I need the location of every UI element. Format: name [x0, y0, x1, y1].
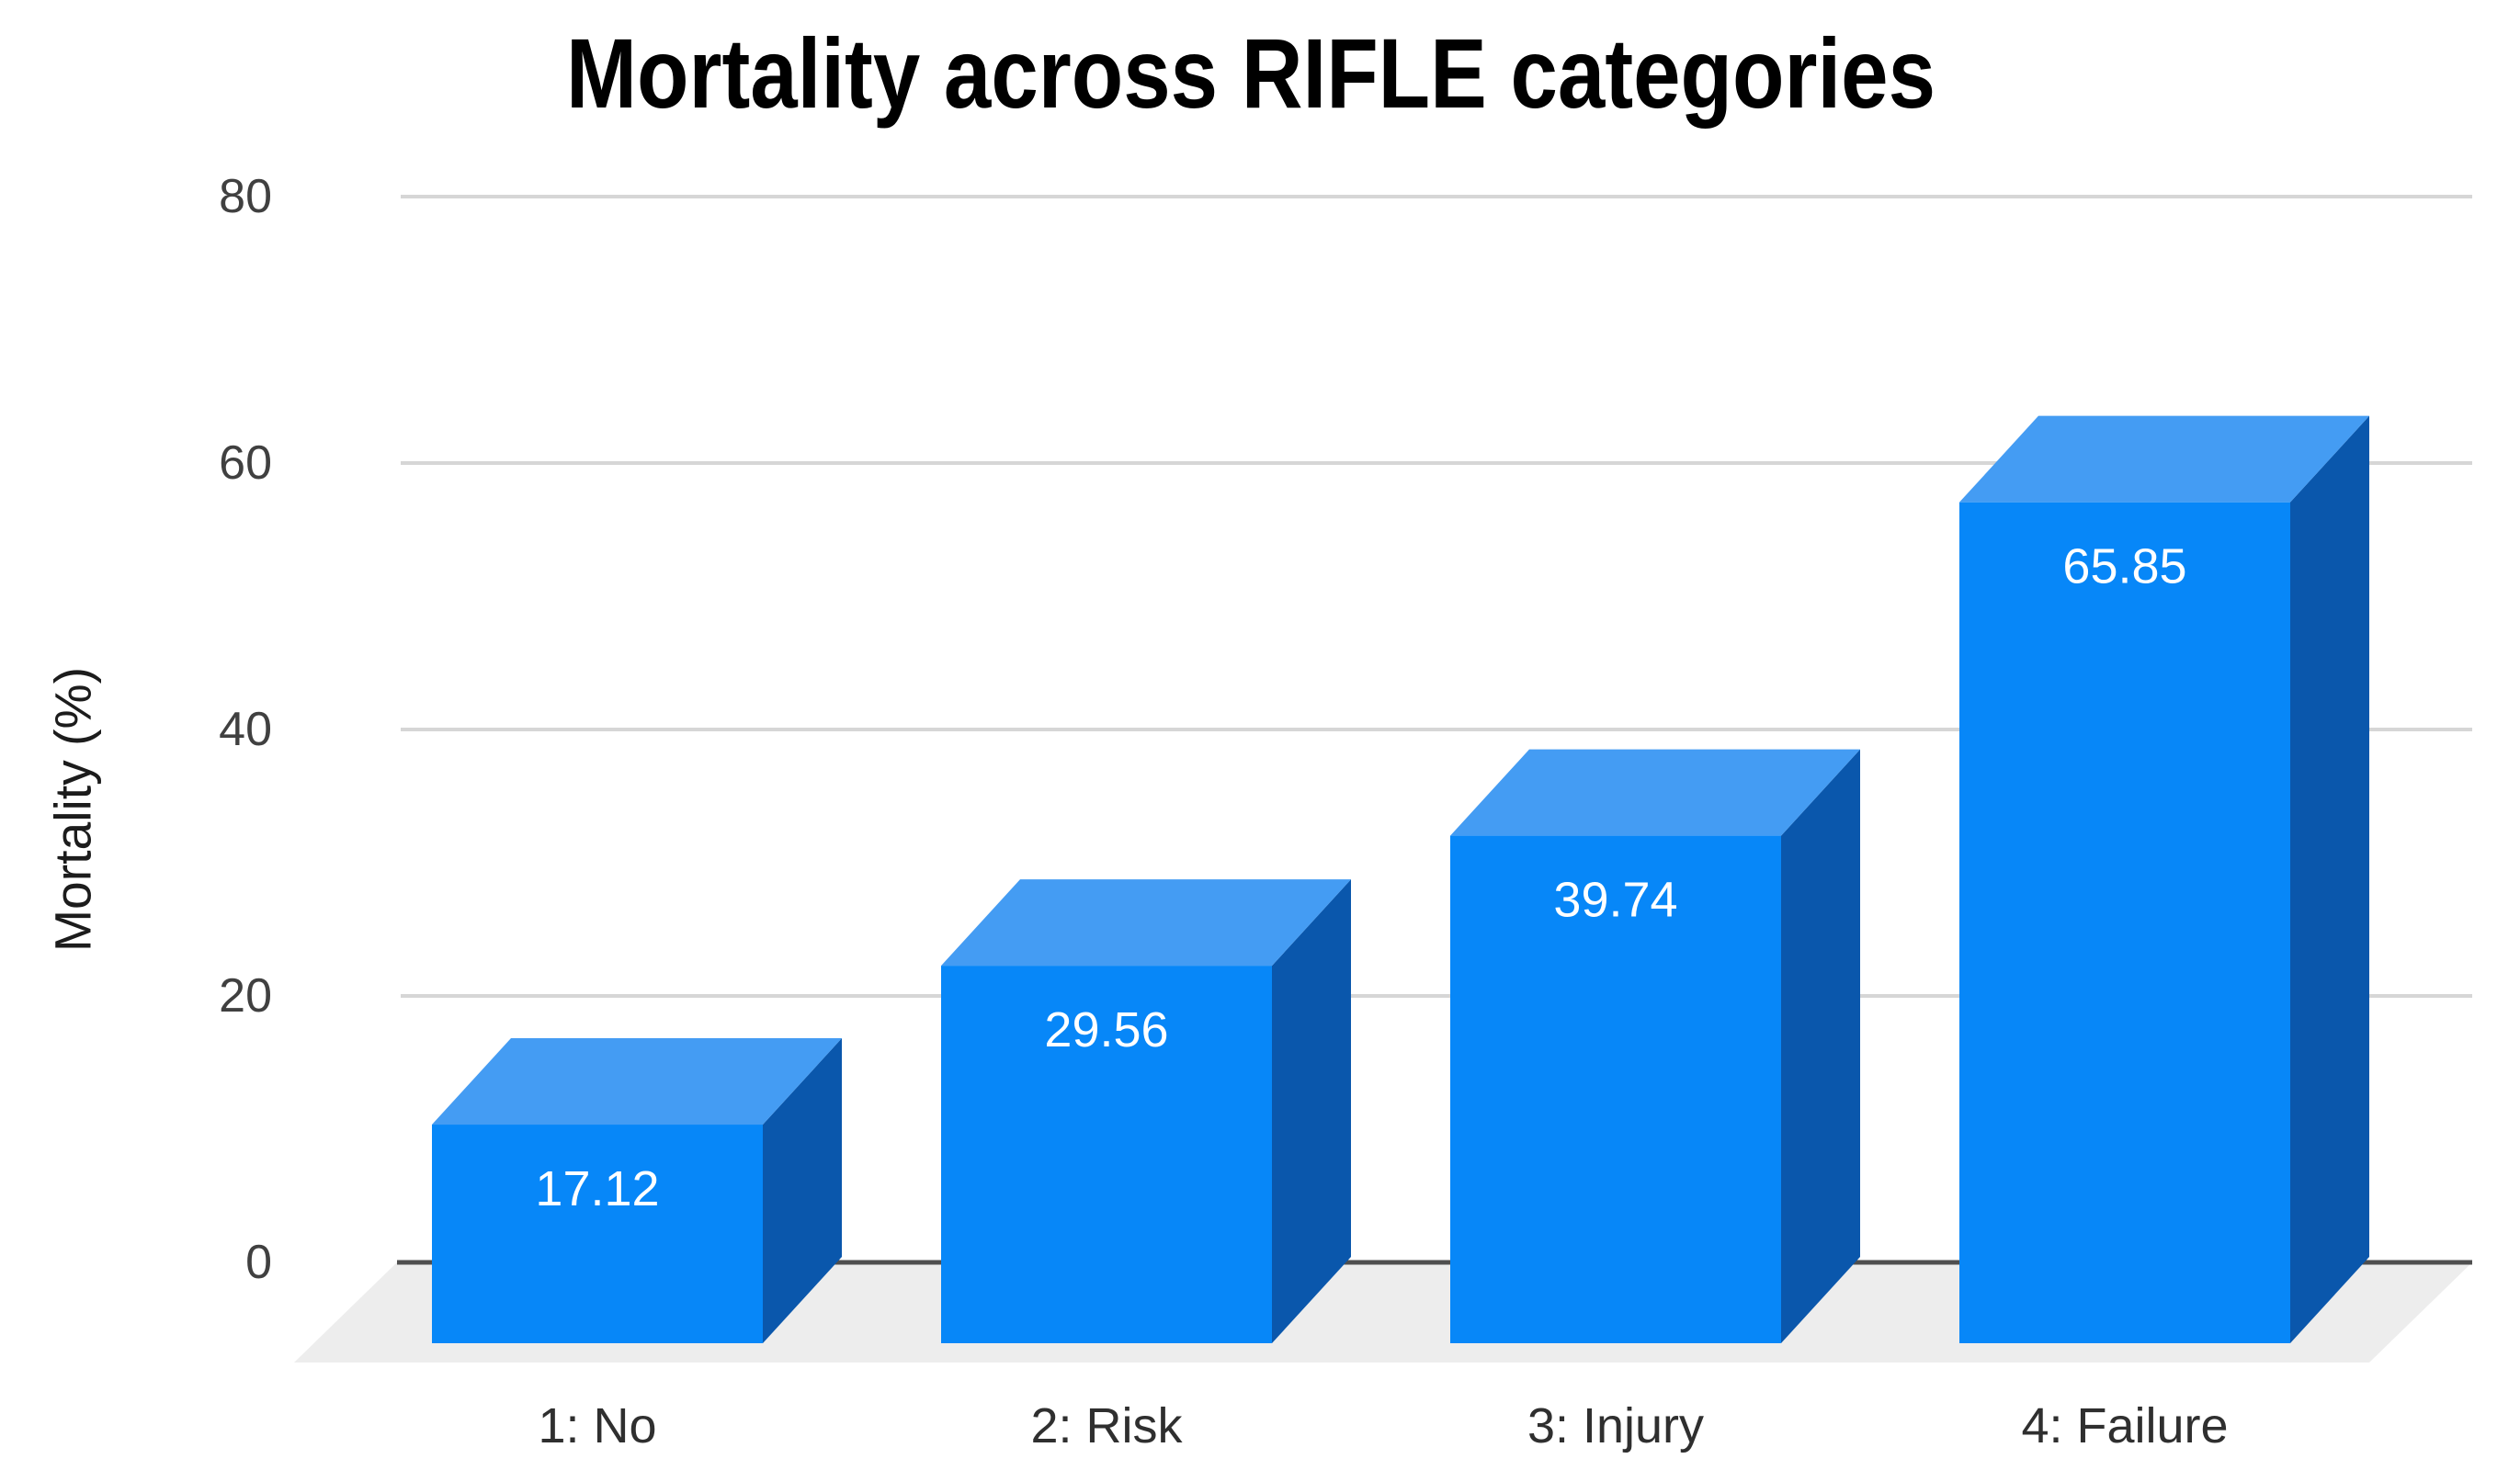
chart-floor	[294, 1262, 2472, 1363]
plot-layer: 0 20 40 60 80 17.12 1: No 29.56 2: Risk 39.74 3: I…	[219, 170, 2472, 1453]
bar-side-face	[1272, 879, 1351, 1343]
bar-top-face	[432, 1038, 842, 1125]
x-category-label-3-injury: 3: Injury	[1527, 1398, 1704, 1453]
chart-title: Mortality across RIFLE categories	[566, 17, 1935, 129]
y-tick-label-40: 40	[219, 703, 272, 756]
bar-front-face	[1959, 502, 2290, 1343]
x-category-label-1-no: 1: No	[538, 1398, 656, 1453]
bar-value-label: 29.56	[1044, 1002, 1168, 1057]
bar-column-3-injury[interactable]: 39.74	[1450, 749, 1860, 1343]
bar-column-1-no[interactable]: 17.12	[432, 1038, 842, 1343]
y-tick-label-60: 60	[219, 436, 272, 490]
bar-top-face	[1959, 415, 2369, 503]
y-tick-label-0: 0	[245, 1236, 272, 1289]
bar-top-face	[941, 879, 1351, 967]
x-category-label-4-failure: 4: Failure	[2021, 1398, 2228, 1453]
bar-value-label: 65.85	[2062, 539, 2186, 594]
bar-side-face	[1781, 749, 1860, 1343]
bar-column-4-failure[interactable]: 65.85	[1959, 415, 2369, 1343]
bar-value-label: 17.12	[535, 1161, 659, 1216]
bar-side-face	[763, 1038, 842, 1343]
bar-front-face	[1450, 835, 1781, 1343]
bar-front-face	[432, 1125, 763, 1343]
bar-value-label: 39.74	[1553, 873, 1677, 928]
bar-side-face	[2290, 415, 2369, 1343]
y-tick-label-80: 80	[219, 170, 272, 223]
x-category-label-2-risk: 2: Risk	[1030, 1398, 1183, 1453]
bar-front-face	[941, 966, 1272, 1343]
bar-column-2-risk[interactable]: 29.56	[941, 879, 1351, 1343]
y-axis-title: Mortality (%)	[44, 667, 102, 952]
bar-top-face	[1450, 749, 1860, 836]
y-tick-label-20: 20	[219, 969, 272, 1023]
